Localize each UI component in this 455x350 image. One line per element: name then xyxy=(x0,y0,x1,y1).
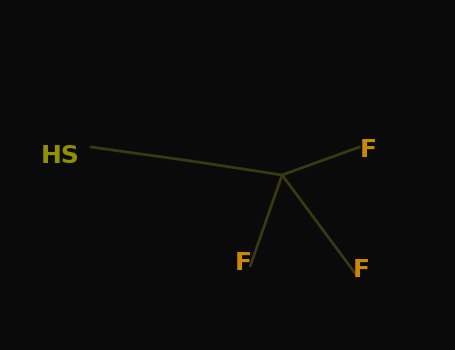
Text: HS: HS xyxy=(41,144,80,168)
Text: F: F xyxy=(235,251,252,275)
Text: F: F xyxy=(360,138,377,162)
Text: F: F xyxy=(353,258,370,282)
